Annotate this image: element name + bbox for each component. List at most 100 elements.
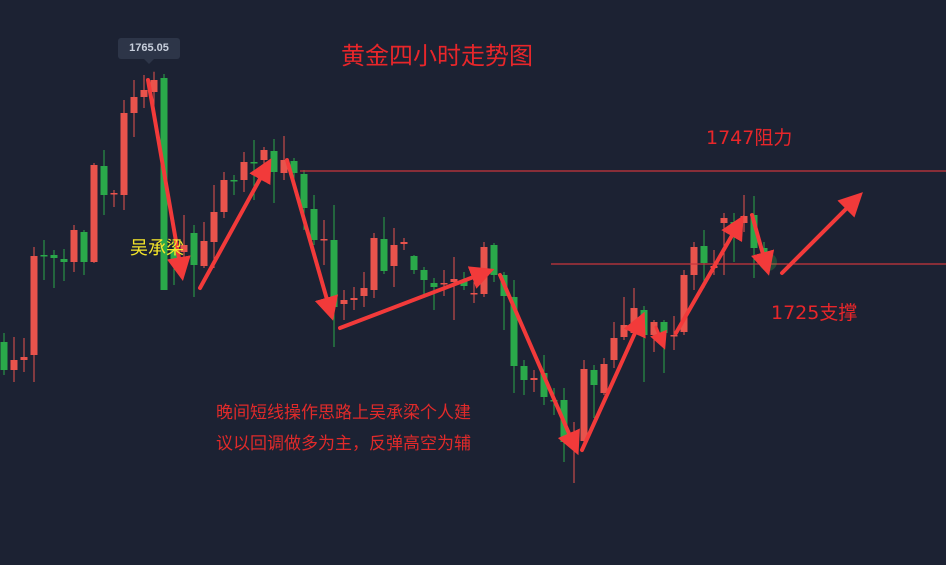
candle (50, 250, 58, 288)
arrow-down-3 (498, 273, 580, 456)
candle (220, 172, 228, 218)
candle (600, 358, 608, 395)
candle (410, 255, 418, 274)
candle-body (380, 239, 388, 271)
arrow-down-4 (650, 325, 667, 350)
candle (680, 270, 688, 335)
candle-body (30, 256, 38, 355)
candle-body (460, 280, 468, 286)
candle-body (140, 90, 148, 97)
candle-body (670, 335, 678, 337)
candle-body (330, 240, 338, 307)
candle (650, 320, 658, 352)
candle-body (300, 174, 308, 208)
candle-body (480, 247, 488, 294)
candle-body (50, 255, 58, 258)
candle-body (490, 245, 498, 275)
candle (440, 270, 448, 296)
candle (530, 370, 538, 392)
candle-body (70, 230, 78, 262)
trend-arrows (146, 78, 863, 456)
candle-body (230, 180, 238, 182)
high-price-tag: 1765.05 (118, 38, 180, 64)
candle-body (650, 322, 658, 335)
candle-body (370, 238, 378, 290)
candle (740, 195, 748, 232)
candle-body (150, 80, 158, 92)
candle (520, 360, 528, 395)
candle (230, 175, 238, 195)
candle-body (90, 165, 98, 262)
resistance-label: 1747阻力 (706, 127, 793, 149)
candle-body (0, 342, 8, 370)
candle-body (520, 366, 528, 380)
candle-body (310, 209, 318, 240)
candle-body (580, 369, 588, 441)
candle (370, 233, 378, 298)
candle-body (340, 300, 348, 304)
candle (190, 225, 198, 297)
candle (90, 163, 98, 263)
candle (320, 220, 328, 265)
candle (110, 190, 118, 207)
candle-body (390, 245, 398, 266)
candle (80, 230, 88, 275)
candle (400, 238, 408, 250)
candle-body (700, 246, 708, 263)
candle (240, 152, 248, 192)
candle-body (620, 325, 628, 337)
candle-body (470, 293, 478, 295)
candle-body (750, 215, 758, 248)
arrow-down-1 (146, 78, 191, 282)
candle-body (430, 283, 438, 287)
candle (690, 242, 698, 290)
candle (270, 139, 278, 203)
candle-body (240, 162, 248, 180)
candle-body (110, 193, 118, 195)
candle-body (740, 216, 748, 223)
candle (420, 267, 428, 296)
candle-body (440, 283, 448, 285)
candle-body (190, 233, 198, 265)
candle (580, 360, 588, 447)
candle (10, 337, 18, 382)
candle-body (680, 275, 688, 332)
candle (640, 306, 648, 382)
candle (60, 249, 68, 281)
arrow-up-3 (580, 311, 646, 452)
candle-body (600, 364, 608, 393)
arrow-up-2 (338, 266, 495, 330)
candle-body (40, 255, 48, 257)
candle (40, 240, 48, 280)
candle-body (410, 256, 418, 270)
arrow-down-2 (285, 158, 339, 321)
candle-body (350, 298, 358, 300)
candle-body (60, 259, 68, 262)
candle-body (250, 162, 258, 164)
candle-body (210, 212, 218, 242)
candle (210, 185, 218, 268)
candle-body (540, 373, 548, 397)
candle (700, 230, 708, 288)
candle (380, 217, 388, 274)
candle-body (690, 247, 698, 275)
candle-body (10, 360, 18, 370)
candle-body (270, 151, 278, 172)
candle-body (530, 378, 538, 380)
candle-body (400, 242, 408, 244)
candle-body (290, 161, 298, 173)
candle (570, 422, 578, 483)
candle (20, 338, 28, 372)
note-line-1: 晚间短线操作思路上吴承梁个人建 (216, 403, 471, 423)
candle (70, 225, 78, 272)
candle-body (180, 245, 188, 252)
candle (510, 280, 518, 393)
candle-body (450, 279, 458, 282)
arrow-up-5 (780, 192, 863, 275)
candle (140, 75, 148, 108)
candle (120, 100, 128, 210)
candle (490, 243, 498, 282)
candle (590, 365, 598, 418)
candle-body (280, 160, 288, 173)
